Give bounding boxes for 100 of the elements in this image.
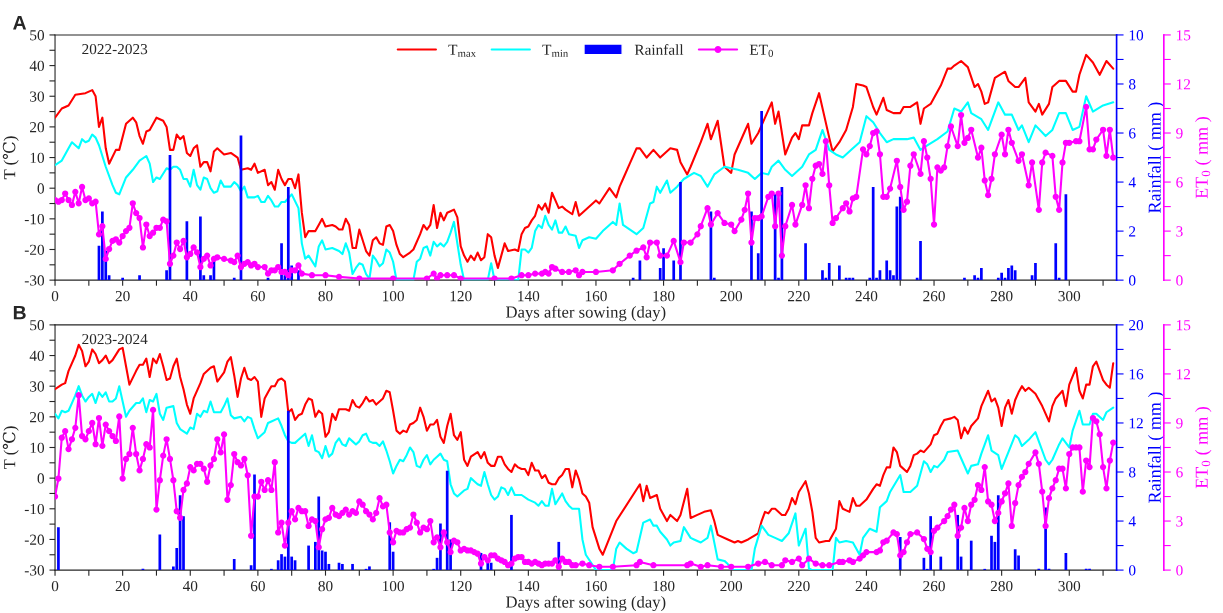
x-tick-label: 180 <box>653 291 675 302</box>
x-tick-label: 80 <box>318 291 333 302</box>
x-tick-label: 160 <box>585 291 607 302</box>
y-tick-label: -10 <box>24 213 45 225</box>
y-tick-label: 40 <box>29 60 45 72</box>
y-tick-label: 0 <box>37 183 45 194</box>
x-tick-label: 200 <box>720 291 743 302</box>
bar <box>980 267 983 281</box>
x-tick-label: 160 <box>585 580 607 592</box>
x-tick-label: 40 <box>182 580 198 592</box>
y3-axis-title: Rainfall ( mm ) <box>1147 102 1165 213</box>
bar <box>57 527 60 571</box>
x-tick-label: 300 <box>1058 291 1081 302</box>
x-axis-title: Days after sowing (day) <box>506 305 666 322</box>
x-tick-label: 200 <box>720 580 743 592</box>
y2-tick-label: 9 <box>1176 418 1183 429</box>
x-tick-label: 100 <box>383 580 404 592</box>
legend-label: T$_{max}$ <box>448 44 476 57</box>
y2-axis-title: ET$_{0}$ ( mm ) <box>1195 117 1212 199</box>
y2-tick-label: 15 <box>1176 30 1191 41</box>
bar <box>871 186 875 281</box>
bar <box>368 566 371 571</box>
bar <box>324 551 327 571</box>
bar <box>351 563 354 571</box>
legend-label: T$_{min}$ <box>542 44 569 57</box>
x-tick-label: 180 <box>653 580 675 592</box>
x-tick-label: 120 <box>450 580 472 592</box>
y3-tick-label: 12 <box>1129 418 1143 429</box>
y-tick-label: 10 <box>30 442 45 453</box>
y-tick-label: 0 <box>37 473 45 484</box>
y-tick-label: -20 <box>24 244 45 255</box>
x-tick-label: 140 <box>518 291 540 302</box>
y3-tick-label: 0 <box>1128 565 1136 576</box>
y2-tick-label: 15 <box>1176 320 1191 331</box>
bar <box>672 260 676 281</box>
bar <box>1007 267 1010 281</box>
bar <box>158 534 162 571</box>
bar <box>307 545 310 571</box>
x-tick-label: 220 <box>788 291 810 302</box>
y-tick-label: 30 <box>30 91 45 102</box>
bar <box>1013 549 1017 571</box>
bar <box>939 556 943 571</box>
bar <box>919 240 922 281</box>
bar <box>838 265 841 281</box>
bar <box>827 262 831 281</box>
y-tick-label: -30 <box>24 275 45 286</box>
bar <box>1010 265 1014 281</box>
x-tick-label: 60 <box>250 291 265 302</box>
annotation: 2022-2023 <box>82 43 148 55</box>
chart-title: B <box>13 305 26 320</box>
y2-tick-label: 9 <box>1176 128 1183 139</box>
y-tick-label: 30 <box>30 381 45 392</box>
bar <box>138 275 141 281</box>
x-tick-label: 100 <box>383 291 404 302</box>
bar <box>973 275 976 281</box>
y2-axis-title: ET$_{0}$ ( mm ) <box>1195 407 1212 489</box>
y-axis-title: T (℃) <box>2 136 19 180</box>
y3-tick-label: 0 <box>1128 275 1136 286</box>
annotation: 2023-2024 <box>82 333 148 345</box>
x-tick-label: 280 <box>990 291 1013 302</box>
y3-tick-label: 8 <box>1128 79 1136 90</box>
x-tick-label: 140 <box>518 580 540 592</box>
y-axis-title: T (℃) <box>2 426 19 470</box>
bar <box>885 260 889 281</box>
bar <box>1054 243 1058 281</box>
legend-label: Rainfall <box>634 44 684 55</box>
y2-tick-label: 0 <box>1176 565 1183 576</box>
x-tick-label: 20 <box>115 580 130 592</box>
y-tick-label: 50 <box>30 320 45 331</box>
bar <box>821 270 824 281</box>
x-tick-label: 0 <box>51 580 59 592</box>
x-tick-label: 280 <box>990 580 1013 592</box>
bar <box>232 559 236 571</box>
line-series <box>55 343 1115 556</box>
x-tick-label: 80 <box>318 580 333 592</box>
bar <box>990 535 993 571</box>
y3-tick-label: 20 <box>1129 320 1144 331</box>
bar <box>341 563 344 571</box>
legend-label: ET$_{0}$ <box>749 44 774 57</box>
y2-tick-label: 12 <box>1176 79 1191 90</box>
x-tick-label: 40 <box>182 291 198 302</box>
chart-title: A <box>13 16 27 30</box>
y3-tick-label: 10 <box>1129 30 1144 41</box>
x-tick-label: 300 <box>1058 580 1081 592</box>
bar <box>804 243 807 281</box>
x-tick-label: 220 <box>788 580 810 592</box>
y2-tick-label: 3 <box>1176 516 1183 527</box>
x-tick-label: 240 <box>855 291 878 302</box>
bar <box>760 110 763 281</box>
bar <box>280 554 283 571</box>
x-tick-label: 120 <box>450 291 472 302</box>
y3-tick-label: 16 <box>1129 369 1144 380</box>
x-tick-label: 260 <box>923 291 945 302</box>
x-tick-label: 20 <box>115 291 130 302</box>
y3-tick-label: 4 <box>1128 516 1136 527</box>
y-tick-label: -30 <box>24 565 45 576</box>
y-tick-label: 40 <box>29 350 45 361</box>
y2-tick-label: 3 <box>1176 226 1183 237</box>
y3-tick-label: 8 <box>1128 467 1136 478</box>
y2-tick-label: 6 <box>1176 177 1183 188</box>
